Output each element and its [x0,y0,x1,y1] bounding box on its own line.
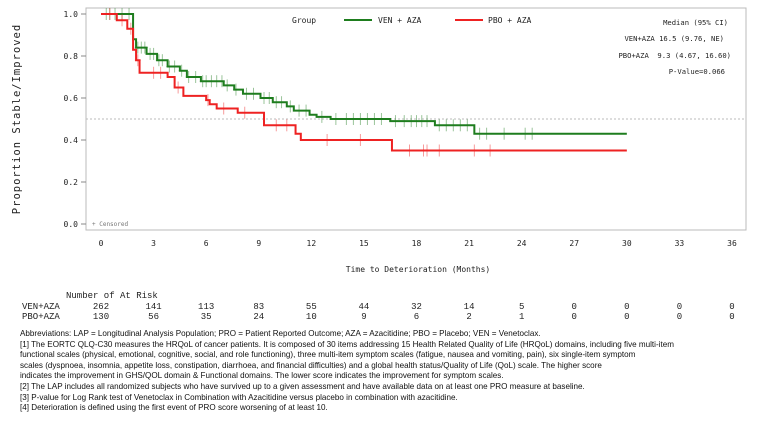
at-risk-count: 14 [463,302,475,312]
at-risk-count: 0 [729,312,735,322]
footnote-abbreviations: Abbreviations: LAP = Longitudinal Analys… [20,329,541,338]
at-risk-count: 35 [200,312,212,322]
x-tick-label: 3 [151,239,156,248]
median-pbo: PBO+AZA 9.3 (4.67, 16.60) [618,51,731,60]
at-risk-count: 1 [518,312,525,322]
y-tick-label: 0.4 [64,136,79,145]
legend-pbo-label: PBO + AZA [488,16,532,25]
at-risk-count: 0 [624,312,630,322]
footnote-1-cont: scales (dyspnoea, insomnia, appetite los… [20,360,602,370]
at-risk-row-label: VEN+AZA [22,302,60,312]
footnote-2: [2] The LAP includes all randomized subj… [20,381,585,391]
at-risk-title: Number of At Risk [66,291,158,301]
at-risk-count: 44 [358,302,370,312]
x-tick-label: 21 [464,239,474,248]
at-risk-count: 0 [729,302,735,312]
at-risk-count: 55 [305,302,317,312]
at-risk-count: 5 [518,302,525,312]
x-tick-label: 9 [256,239,261,248]
at-risk-count: 83 [253,302,265,312]
x-tick-label: 36 [727,239,737,248]
at-risk-count: 0 [676,302,683,312]
km-curve-ven [101,13,627,135]
x-tick-label: 24 [517,239,527,248]
at-risk-count: 0 [676,312,683,322]
footnote-3: [3] P-value for Log Rank test of Venetoc… [20,392,458,402]
series-pbo [101,8,627,157]
median-header: Median (95% CI) [663,18,728,27]
footnote-1-cont: indicates the improvement in GHS/QOL dom… [20,371,504,381]
at-risk-count: 0 [571,302,577,312]
at-risk-count: 113 [198,302,215,312]
y-tick-label: 0.2 [64,178,79,187]
x-axis-label: Time to Deterioration (Months) [346,265,491,274]
legend-title: Group [292,16,316,25]
at-risk-count: 56 [148,312,159,322]
p-value: P-Value=0.066 [669,67,725,76]
y-tick-label: 0.0 [64,220,79,229]
at-risk-row-label: PBO+AZA [22,312,60,322]
x-tick-label: 12 [307,239,317,248]
x-tick-label: 6 [204,239,209,248]
footnote-4: [4] Deterioration is defined using the f… [20,403,328,413]
y-tick-label: 1.0 [64,10,79,19]
footnote-1: [1] The EORTC QLQ-C30 measures the HRQoL… [20,339,674,349]
x-tick-label: 30 [622,239,632,248]
at-risk-count: 130 [92,312,110,322]
censored-note: + Censored [92,221,129,228]
footnotes: Abbreviations: LAP = Longitudinal Analys… [20,329,760,414]
km-curve-pbo [101,13,627,152]
at-risk-count: 0 [571,312,577,322]
x-tick-label: 33 [675,239,685,248]
at-risk-count: 10 [305,312,317,322]
y-axis-label: Proportion Stable/Improved [11,24,23,214]
at-risk-count: 262 [92,302,110,312]
x-tick-label: 27 [569,239,579,248]
y-tick-label: 0.6 [64,94,79,103]
at-risk-count: 2 [466,312,472,322]
x-tick-label: 15 [359,239,369,248]
at-risk-count: 6 [413,312,420,322]
x-tick-label: 18 [412,239,422,248]
y-tick-label: 0.8 [64,52,79,61]
footnote-1-cont: functional scales (physical, emotional, … [20,350,636,360]
at-risk-count: 32 [411,302,422,312]
km-chart: 0.00.20.40.60.81.00 3 6 9 12 15 18 21 24 27 30 33 36… [11,7,747,274]
at-risk-count: 0 [624,302,630,312]
at-risk-count: 24 [253,312,265,322]
legend-ven-label: VEN + AZA [378,16,422,25]
at-risk-count: 141 [145,302,162,312]
median-ven: VEN+AZA 16.5 (9.76, NE) [624,34,724,43]
x-tick-label: 0 [99,239,104,248]
at-risk-count: 9 [361,312,367,322]
series-ven [101,8,627,140]
